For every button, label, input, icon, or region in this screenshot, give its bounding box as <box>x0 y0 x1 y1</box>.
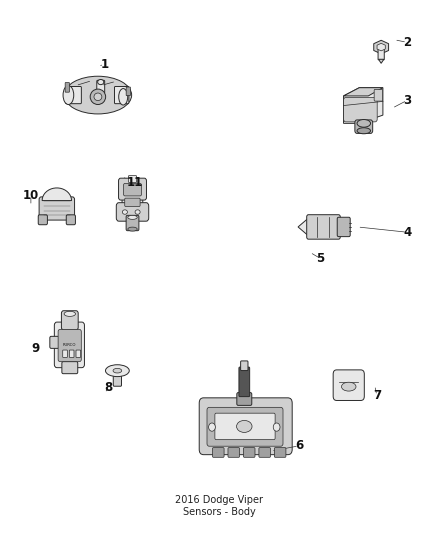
FancyBboxPatch shape <box>240 361 248 370</box>
FancyBboxPatch shape <box>39 197 74 220</box>
Ellipse shape <box>128 227 137 231</box>
FancyBboxPatch shape <box>69 350 74 358</box>
Polygon shape <box>343 88 383 123</box>
Text: 2016 Dodge Viper
Sensors - Body: 2016 Dodge Viper Sensors - Body <box>175 496 263 517</box>
Text: 8: 8 <box>105 381 113 394</box>
FancyBboxPatch shape <box>66 215 75 225</box>
Ellipse shape <box>90 89 106 104</box>
Text: 1: 1 <box>100 58 109 71</box>
Polygon shape <box>343 88 383 96</box>
Ellipse shape <box>64 311 75 317</box>
FancyBboxPatch shape <box>58 329 81 361</box>
FancyBboxPatch shape <box>114 86 129 104</box>
Ellipse shape <box>342 382 356 391</box>
FancyBboxPatch shape <box>65 83 69 92</box>
FancyBboxPatch shape <box>259 448 270 457</box>
FancyBboxPatch shape <box>117 203 149 221</box>
FancyBboxPatch shape <box>122 194 143 209</box>
FancyBboxPatch shape <box>125 198 140 206</box>
Ellipse shape <box>135 210 140 214</box>
Ellipse shape <box>106 365 129 377</box>
FancyBboxPatch shape <box>215 413 275 440</box>
Circle shape <box>273 423 280 431</box>
Polygon shape <box>374 41 389 54</box>
FancyBboxPatch shape <box>113 371 121 386</box>
Ellipse shape <box>98 79 104 85</box>
FancyBboxPatch shape <box>62 362 78 374</box>
Text: 7: 7 <box>373 389 381 402</box>
FancyBboxPatch shape <box>76 350 81 358</box>
FancyBboxPatch shape <box>199 398 292 455</box>
Ellipse shape <box>94 93 102 101</box>
Ellipse shape <box>357 119 371 127</box>
Ellipse shape <box>64 76 132 114</box>
Text: 9: 9 <box>31 342 39 355</box>
Ellipse shape <box>63 86 74 104</box>
FancyBboxPatch shape <box>274 448 286 457</box>
FancyBboxPatch shape <box>54 322 85 368</box>
Polygon shape <box>42 188 71 200</box>
FancyBboxPatch shape <box>124 183 141 196</box>
Text: PURCO: PURCO <box>63 343 77 347</box>
Text: 10: 10 <box>23 189 39 202</box>
FancyBboxPatch shape <box>63 350 67 358</box>
Ellipse shape <box>113 368 122 373</box>
FancyBboxPatch shape <box>66 86 81 104</box>
Ellipse shape <box>357 128 371 134</box>
Ellipse shape <box>237 421 252 432</box>
Text: 5: 5 <box>317 252 325 265</box>
FancyBboxPatch shape <box>239 367 250 397</box>
FancyBboxPatch shape <box>355 120 373 133</box>
FancyBboxPatch shape <box>126 215 139 231</box>
FancyBboxPatch shape <box>97 80 105 93</box>
FancyBboxPatch shape <box>244 448 255 457</box>
FancyBboxPatch shape <box>119 178 146 200</box>
FancyBboxPatch shape <box>61 311 78 330</box>
Text: 2: 2 <box>403 36 411 49</box>
FancyBboxPatch shape <box>344 98 377 122</box>
Text: 6: 6 <box>295 439 303 453</box>
FancyBboxPatch shape <box>237 393 252 406</box>
FancyBboxPatch shape <box>128 175 137 182</box>
FancyBboxPatch shape <box>333 370 364 400</box>
Polygon shape <box>378 59 384 63</box>
FancyBboxPatch shape <box>38 215 47 225</box>
FancyBboxPatch shape <box>126 87 131 95</box>
Ellipse shape <box>128 215 137 220</box>
FancyBboxPatch shape <box>307 215 340 239</box>
FancyBboxPatch shape <box>337 217 350 237</box>
FancyBboxPatch shape <box>374 90 383 101</box>
Polygon shape <box>377 43 385 51</box>
Ellipse shape <box>122 210 127 214</box>
Text: 11: 11 <box>127 175 143 189</box>
Ellipse shape <box>119 88 128 105</box>
FancyBboxPatch shape <box>212 448 224 457</box>
FancyBboxPatch shape <box>207 407 283 446</box>
Text: 3: 3 <box>403 94 411 107</box>
Circle shape <box>208 423 215 431</box>
FancyBboxPatch shape <box>228 448 240 457</box>
FancyBboxPatch shape <box>50 336 59 349</box>
Polygon shape <box>298 218 308 236</box>
FancyBboxPatch shape <box>378 46 384 60</box>
Text: 4: 4 <box>403 225 411 239</box>
